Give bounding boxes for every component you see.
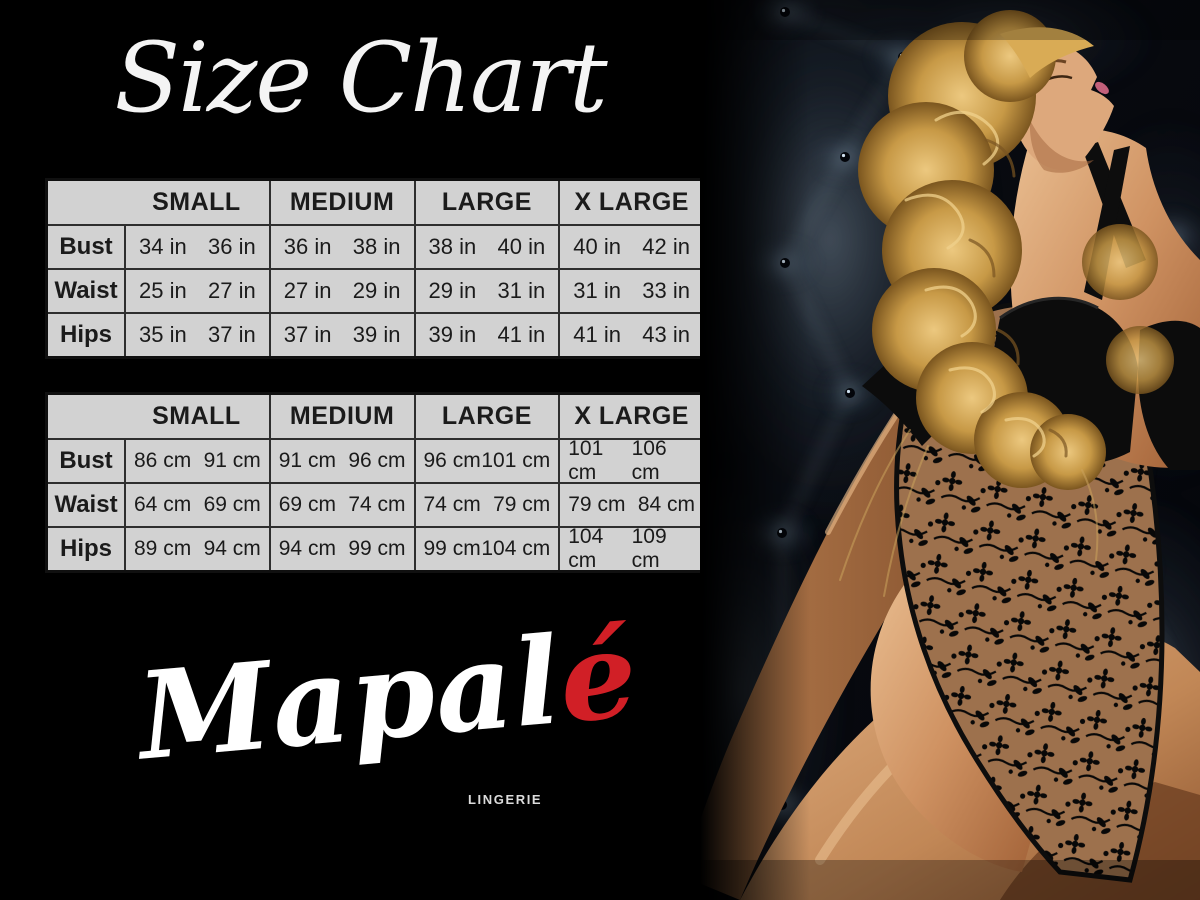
- size-value: 35 in: [139, 322, 187, 347]
- size-cell: 35 in 37 in: [124, 312, 269, 356]
- size-cell: 86 cm 91 cm: [124, 438, 269, 482]
- size-value: 29 in: [352, 278, 401, 303]
- corner-cell: [48, 395, 124, 438]
- row-label-hips: Hips: [48, 526, 124, 570]
- size-table-inches: SMALL MEDIUM LARGE X LARGE Bust 34 in 36 …: [45, 178, 706, 359]
- size-value: 89 cm: [134, 537, 192, 560]
- size-cell: 69 cm 74 cm: [268, 482, 414, 526]
- size-value: 109 cm: [631, 525, 667, 572]
- size-table-centimeters: SMALL MEDIUM LARGE X LARGE Bust 86 cm 91 …: [45, 392, 706, 573]
- size-value: 69 cm: [203, 493, 261, 516]
- size-value: 74 cm: [423, 493, 481, 516]
- size-cell: 91 cm 96 cm: [268, 438, 414, 482]
- size-value: 79 cm: [493, 493, 551, 516]
- size-value: 96 cm: [423, 449, 481, 472]
- size-value: 37 in: [283, 322, 332, 347]
- size-value: 39 in: [428, 322, 477, 347]
- size-cell: 39 in 41 in: [413, 312, 559, 356]
- size-value: 25 in: [139, 278, 187, 303]
- size-value: 99 cm: [423, 537, 481, 560]
- size-cell: 74 cm 79 cm: [413, 482, 559, 526]
- column-header-small: SMALL: [152, 402, 241, 430]
- size-cell: 38 in 40 in: [413, 224, 559, 268]
- column-header-small: SMALL: [152, 188, 241, 216]
- size-value: 37 in: [208, 322, 256, 347]
- size-value: 86 cm: [134, 449, 192, 472]
- size-cell: 89 cm 94 cm: [124, 526, 269, 570]
- size-value: 41 in: [497, 322, 546, 347]
- model-photo: [630, 0, 1200, 900]
- size-cell: 29 in 31 in: [413, 268, 559, 312]
- size-cell: 64 cm 69 cm: [124, 482, 269, 526]
- column-header-medium: MEDIUM: [268, 395, 414, 438]
- size-cell: 41 in 43 in: [558, 312, 703, 356]
- size-cell: 34 in 36 in: [124, 224, 269, 268]
- size-cell: 101 cm 106 cm: [558, 437, 703, 484]
- size-value: 40 in: [573, 234, 621, 259]
- model-figure: [682, 10, 1200, 900]
- size-value: 99 cm: [348, 537, 406, 560]
- size-value: 36 in: [208, 234, 256, 259]
- column-header-xlarge: X LARGE: [558, 395, 703, 438]
- brand-name: Mapal: [132, 610, 567, 788]
- size-value: 31 in: [573, 278, 621, 303]
- size-value: 64 cm: [134, 493, 192, 516]
- size-cell: 31 in 33 in: [558, 268, 703, 312]
- size-value: 38 in: [428, 234, 477, 259]
- size-value: 69 cm: [278, 493, 336, 516]
- size-value: 94 cm: [203, 537, 261, 560]
- size-value: 27 in: [208, 278, 256, 303]
- size-value: 91 cm: [203, 449, 261, 472]
- size-value: 84 cm: [637, 493, 695, 516]
- size-cell: 96 cm 101 cm: [413, 438, 559, 482]
- size-value: 40 in: [497, 234, 546, 259]
- size-cell: 94 cm 99 cm: [268, 526, 414, 570]
- row-label-bust: Bust: [48, 438, 124, 482]
- brand-name-accent: é: [553, 603, 644, 751]
- size-value: 38 in: [352, 234, 401, 259]
- size-value: 42 in: [642, 234, 690, 259]
- row-label-waist: Waist: [48, 268, 124, 312]
- column-header-large: LARGE: [413, 181, 559, 224]
- size-value: 94 cm: [278, 537, 336, 560]
- size-value: 79 cm: [568, 493, 626, 516]
- hair: [858, 10, 1174, 490]
- size-value: 41 in: [573, 322, 621, 347]
- size-value: 31 in: [497, 278, 546, 303]
- size-value: 101 cm: [568, 437, 604, 484]
- size-cell: 25 in 27 in: [124, 268, 269, 312]
- size-cell: 104 cm 109 cm: [558, 525, 703, 572]
- size-value: 39 in: [352, 322, 401, 347]
- size-value: 34 in: [139, 234, 187, 259]
- column-header-xlarge: X LARGE: [558, 181, 703, 224]
- row-label-bust: Bust: [48, 224, 124, 268]
- size-value: 43 in: [642, 322, 690, 347]
- size-cell: 99 cm 104 cm: [413, 526, 559, 570]
- size-value: 74 cm: [348, 493, 406, 516]
- brand-tagline: LINGERIE: [468, 792, 543, 807]
- size-cell: 36 in 38 in: [268, 224, 414, 268]
- brand-logo: Mapalé: [31, 599, 746, 792]
- size-value: 96 cm: [348, 449, 406, 472]
- size-value: 104 cm: [481, 537, 551, 560]
- row-label-hips: Hips: [48, 312, 124, 356]
- size-value: 106 cm: [631, 437, 667, 484]
- size-value: 36 in: [283, 234, 332, 259]
- column-header-medium: MEDIUM: [268, 181, 414, 224]
- size-value: 104 cm: [568, 525, 604, 572]
- size-value: 29 in: [428, 278, 477, 303]
- size-value: 101 cm: [481, 449, 551, 472]
- size-cell: 40 in 42 in: [558, 224, 703, 268]
- size-value: 91 cm: [278, 449, 336, 472]
- size-cell: 37 in 39 in: [268, 312, 414, 356]
- size-value: 27 in: [283, 278, 332, 303]
- page-title: Size Chart: [114, 22, 607, 134]
- size-cell: 79 cm 84 cm: [558, 482, 703, 526]
- size-cell: 27 in 29 in: [268, 268, 414, 312]
- column-header-large: LARGE: [413, 395, 559, 438]
- size-value: 33 in: [642, 278, 690, 303]
- row-label-waist: Waist: [48, 482, 124, 526]
- corner-cell: [48, 181, 124, 224]
